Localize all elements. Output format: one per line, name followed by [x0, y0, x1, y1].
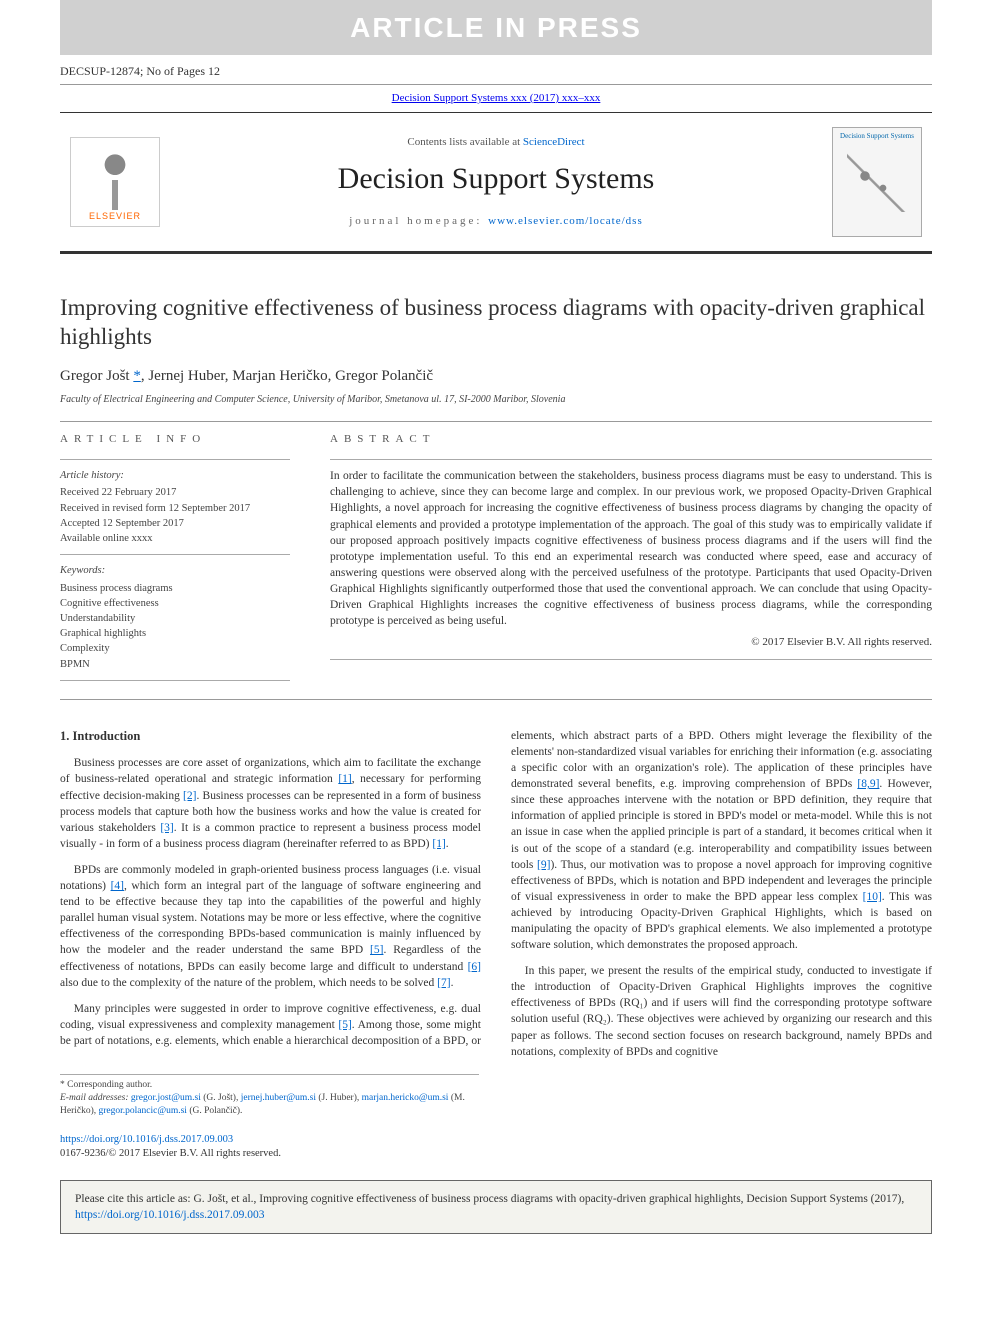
authors-line: Gregor Jošt *, Jernej Huber, Marjan Heri… [60, 366, 932, 387]
citation-link[interactable]: [5] [338, 1019, 351, 1031]
email-link[interactable]: gregor.jost@um.si [131, 1093, 201, 1103]
body-paragraph: BPDs are commonly modeled in graph-orien… [60, 862, 481, 991]
article-title: Improving cognitive effectiveness of bus… [60, 294, 932, 352]
keyword: Understandability [60, 611, 290, 626]
divider [60, 699, 932, 700]
citation-link[interactable]: [2] [183, 790, 196, 802]
keyword: Complexity [60, 641, 290, 656]
info-abstract-row: ARTICLE INFO Article history: Received 2… [60, 432, 932, 689]
homepage-link[interactable]: www.elsevier.com/locate/dss [488, 215, 643, 227]
email-who: (G. Polančič) [189, 1106, 240, 1116]
masthead: ELSEVIER Contents lists available at Sci… [60, 113, 932, 254]
body-paragraph: In this paper, we present the results of… [511, 963, 932, 1060]
journal-reference-bar: Decision Support Systems xxx (2017) xxx–… [60, 84, 932, 113]
article-info-heading: ARTICLE INFO [60, 432, 290, 447]
history-label: Article history: [60, 468, 290, 483]
affiliation: Faculty of Electrical Engineering and Co… [60, 393, 932, 407]
abstract-copyright: © 2017 Elsevier B.V. All rights reserved… [330, 635, 932, 650]
citation-link[interactable]: [5] [370, 944, 383, 956]
divider [330, 659, 932, 660]
citation-box: Please cite this article as: G. Jošt, et… [60, 1180, 932, 1234]
citation-link[interactable]: [6] [468, 961, 481, 973]
email-who: (G. Jošt) [203, 1093, 236, 1103]
journal-name: Decision Support Systems [176, 158, 816, 200]
doc-id-bar: DECSUP-12874; No of Pages 12 [60, 55, 932, 84]
email-who: (J. Huber) [318, 1093, 357, 1103]
availability-line: Contents lists available at ScienceDirec… [176, 135, 816, 150]
history-line: Accepted 12 September 2017 [60, 516, 290, 531]
emails-label: E-mail addresses: [60, 1093, 131, 1103]
keyword: Graphical highlights [60, 626, 290, 641]
homepage-label: journal homepage: [349, 215, 488, 227]
section-heading-introduction: 1. Introduction [60, 728, 481, 746]
elsevier-tree-icon [85, 150, 145, 210]
publisher-name: ELSEVIER [89, 210, 141, 223]
citation-link[interactable]: [3] [160, 822, 173, 834]
abstract-text: In order to facilitate the communication… [330, 468, 932, 629]
journal-homepage-line: journal homepage: www.elsevier.com/locat… [176, 214, 816, 229]
article-in-press-banner: ARTICLE IN PRESS [60, 0, 932, 55]
divider [60, 554, 290, 555]
sciencedirect-link[interactable]: ScienceDirect [523, 136, 585, 148]
issn-copyright-line: 0167-9236/© 2017 Elsevier B.V. All right… [60, 1148, 281, 1159]
masthead-center: Contents lists available at ScienceDirec… [176, 135, 816, 230]
email-addresses-line: E-mail addresses: gregor.jost@um.si (G. … [60, 1092, 479, 1119]
citation-link[interactable]: [1] [432, 838, 445, 850]
keyword: Business process diagrams [60, 581, 290, 596]
history-line: Received 22 February 2017 [60, 485, 290, 500]
footnotes: * Corresponding author. E-mail addresses… [60, 1074, 479, 1119]
journal-cover-thumbnail: Decision Support Systems [832, 127, 922, 237]
cover-art-icon [847, 152, 907, 212]
abstract-column: ABSTRACT In order to facilitate the comm… [330, 432, 932, 689]
citation-link[interactable]: [4] [111, 880, 124, 892]
citation-link[interactable]: [9] [537, 859, 550, 871]
history-line: Received in revised form 12 September 20… [60, 501, 290, 516]
corresponding-author-mark[interactable]: * [133, 368, 141, 384]
keyword: Cognitive effectiveness [60, 596, 290, 611]
citation-link[interactable]: [7] [437, 977, 450, 989]
doc-id-text: DECSUP-12874; No of Pages 12 [60, 64, 220, 78]
keywords-label: Keywords: [60, 563, 290, 578]
keyword: BPMN [60, 657, 290, 672]
divider [60, 459, 290, 460]
divider [60, 421, 932, 422]
doi-link[interactable]: https://doi.org/10.1016/j.dss.2017.09.00… [60, 1134, 233, 1145]
availability-prefix: Contents lists available at [407, 136, 522, 148]
citation-link[interactable]: [8,9] [857, 778, 879, 790]
cover-caption: Decision Support Systems [840, 132, 914, 140]
page: DECSUP-12874; No of Pages 12 Decision Su… [0, 55, 992, 1254]
journal-ref-link[interactable]: Decision Support Systems xxx (2017) xxx–… [392, 92, 601, 104]
citation-link[interactable]: [1] [338, 773, 351, 785]
body-paragraph: Business processes are core asset of org… [60, 755, 481, 852]
email-link[interactable]: jernej.huber@um.si [241, 1093, 316, 1103]
email-link[interactable]: gregor.polancic@um.si [99, 1106, 187, 1116]
abstract-heading: ABSTRACT [330, 432, 932, 447]
email-link[interactable]: marjan.hericko@um.si [362, 1093, 449, 1103]
divider [60, 680, 290, 681]
article-history-block: Article history: Received 22 February 20… [60, 468, 290, 546]
publisher-logo: ELSEVIER [70, 137, 160, 227]
citation-text: Please cite this article as: G. Jošt, et… [75, 1193, 904, 1205]
history-line: Available online xxxx [60, 531, 290, 546]
keywords-block: Keywords: Business process diagrams Cogn… [60, 563, 290, 672]
corresponding-author-note: * Corresponding author. [60, 1079, 479, 1092]
article-info-column: ARTICLE INFO Article history: Received 2… [60, 432, 290, 689]
body-two-column: 1. Introduction Business processes are c… [60, 728, 932, 1060]
divider [330, 459, 932, 460]
citation-link[interactable]: [10] [863, 891, 882, 903]
doi-block: https://doi.org/10.1016/j.dss.2017.09.00… [60, 1133, 932, 1162]
citation-doi-link[interactable]: https://doi.org/10.1016/j.dss.2017.09.00… [75, 1209, 265, 1221]
